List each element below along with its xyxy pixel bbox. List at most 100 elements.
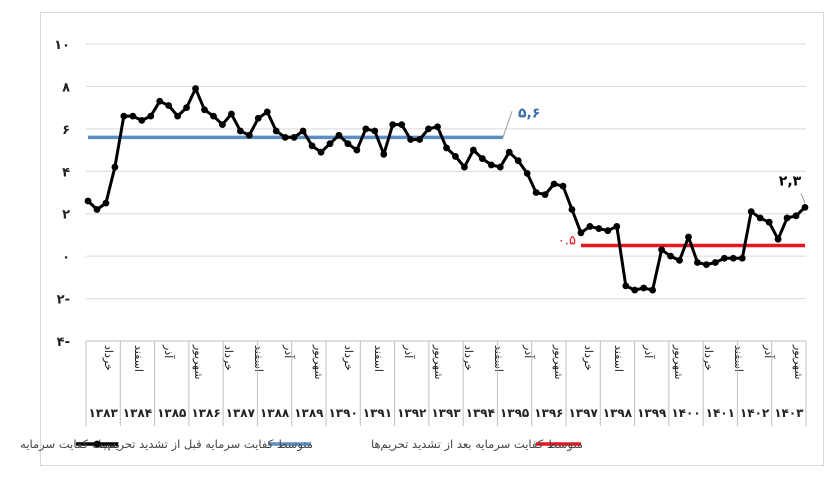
x-year-label: ۱۳۸۵ bbox=[157, 406, 186, 420]
x-season-label: آذر bbox=[522, 344, 536, 359]
data-point bbox=[129, 112, 137, 120]
x-season-label: آذر bbox=[642, 344, 656, 359]
y-tick-label: ۴ bbox=[62, 165, 70, 180]
data-point bbox=[111, 163, 119, 171]
x-season-label: شهریور bbox=[192, 344, 205, 379]
data-point bbox=[299, 127, 307, 135]
x-season-label: اسفند bbox=[132, 345, 145, 372]
x-year-label: ۱۳۸۸ bbox=[260, 406, 290, 420]
x-season-label: خرداد bbox=[222, 345, 235, 371]
x-season-label: خرداد bbox=[462, 345, 475, 371]
data-point bbox=[792, 212, 800, 220]
data-point bbox=[703, 261, 710, 269]
end-value-leader bbox=[800, 193, 806, 204]
data-point bbox=[595, 225, 603, 232]
x-year-label: ۱۳۹۲ bbox=[397, 406, 427, 420]
legend-label: نسبت کفایت سرمایه bbox=[20, 437, 120, 452]
data-point bbox=[523, 170, 531, 177]
data-point bbox=[344, 140, 352, 148]
data-point bbox=[93, 206, 101, 213]
x-season-label: شهریور bbox=[672, 344, 685, 379]
x-season-label: خرداد bbox=[342, 345, 355, 371]
data-point bbox=[667, 252, 674, 260]
data-point bbox=[201, 106, 208, 114]
data-point bbox=[783, 214, 791, 222]
data-point bbox=[622, 282, 630, 290]
data-point bbox=[245, 131, 253, 139]
data-point bbox=[156, 97, 164, 105]
data-point bbox=[649, 286, 657, 294]
x-season-label: اسفند bbox=[372, 345, 385, 372]
x-year-label: ۱۳۹۸ bbox=[603, 406, 633, 420]
data-point bbox=[335, 131, 343, 139]
data-point bbox=[416, 136, 424, 143]
data-point bbox=[514, 157, 522, 165]
data-point bbox=[496, 163, 504, 171]
x-season-label: اسفند bbox=[732, 345, 745, 372]
data-point bbox=[487, 161, 495, 169]
data-point bbox=[532, 189, 540, 196]
x-year-label: ۱۳۸۶ bbox=[191, 406, 220, 420]
legend: متوسط کفایت سرمایه بعد از تشدید تحریم‌ها… bbox=[20, 437, 583, 452]
data-point bbox=[210, 112, 217, 120]
data-point bbox=[577, 229, 585, 237]
data-point bbox=[425, 125, 432, 133]
data-point bbox=[317, 148, 325, 156]
x-season-label: آذر bbox=[762, 344, 776, 359]
data-point bbox=[711, 259, 719, 266]
x-season-label: خرداد bbox=[582, 345, 595, 371]
x-season-label: شهریور bbox=[552, 344, 565, 379]
y-tick-label: ۱۰ bbox=[54, 38, 70, 53]
x-year-label: ۱۳۹۳ bbox=[431, 406, 461, 420]
data-point bbox=[120, 112, 128, 120]
x-year-label: ۱۴۰۳ bbox=[774, 406, 804, 420]
y-tick-label: ۸ bbox=[62, 80, 70, 95]
y-tick-label: ۶ bbox=[62, 123, 70, 138]
x-season-label: آذر bbox=[402, 344, 416, 359]
main-series bbox=[84, 85, 809, 294]
x-year-label: ۱۳۸۴ bbox=[123, 406, 152, 420]
data-point bbox=[613, 223, 621, 230]
y-axis: ۱۰ ۸ ۶ ۴ ۲ ۰ ۲- ۴- bbox=[54, 38, 70, 350]
data-point bbox=[461, 163, 468, 171]
legend-label: متوسط کفایت سرمایه بعد از تشدید تحریم‌ها bbox=[371, 437, 583, 452]
data-point bbox=[747, 208, 755, 215]
data-point bbox=[434, 123, 441, 131]
data-point bbox=[254, 114, 262, 122]
data-point bbox=[765, 218, 773, 226]
legend-label: متوسط کفایت سرمایه قبل از تشدید تحریم‌ها bbox=[98, 437, 313, 452]
x-season-label: شهریور bbox=[312, 344, 325, 379]
data-point bbox=[640, 284, 648, 292]
x-season-label: اسفند bbox=[252, 345, 265, 372]
data-point bbox=[738, 254, 746, 262]
x-year-label: ۱۴۰۲ bbox=[740, 406, 770, 420]
y-tick-label: ۴- bbox=[57, 335, 70, 350]
data-point bbox=[353, 146, 361, 154]
data-point bbox=[326, 140, 334, 148]
data-point bbox=[389, 121, 397, 129]
x-season-label: شهریور bbox=[432, 344, 445, 379]
x-year-label: ۱۳۹۱ bbox=[363, 406, 392, 420]
data-point bbox=[308, 142, 316, 150]
data-point bbox=[559, 182, 567, 190]
grid-lines bbox=[86, 43, 806, 342]
data-point bbox=[452, 153, 459, 160]
data-point bbox=[774, 235, 782, 243]
x-year-label: ۱۳۸۷ bbox=[226, 406, 256, 420]
data-point bbox=[398, 121, 406, 129]
data-point bbox=[380, 150, 388, 158]
data-point bbox=[685, 233, 692, 241]
x-season-label: آذر bbox=[162, 344, 176, 359]
end-value-label: ۲,۳ bbox=[779, 173, 802, 189]
x-year-label: ۱۳۹۷ bbox=[568, 406, 598, 420]
x-year-label: ۱۴۰۱ bbox=[706, 406, 735, 420]
data-point bbox=[586, 223, 594, 230]
data-point bbox=[290, 133, 298, 141]
x-year-label: ۱۳۸۹ bbox=[294, 406, 324, 420]
data-point bbox=[443, 144, 450, 152]
x-season-label: خرداد bbox=[702, 345, 715, 371]
data-point bbox=[469, 146, 477, 154]
data-point bbox=[362, 125, 370, 133]
average-before-leader bbox=[502, 111, 513, 138]
data-point bbox=[756, 214, 764, 222]
